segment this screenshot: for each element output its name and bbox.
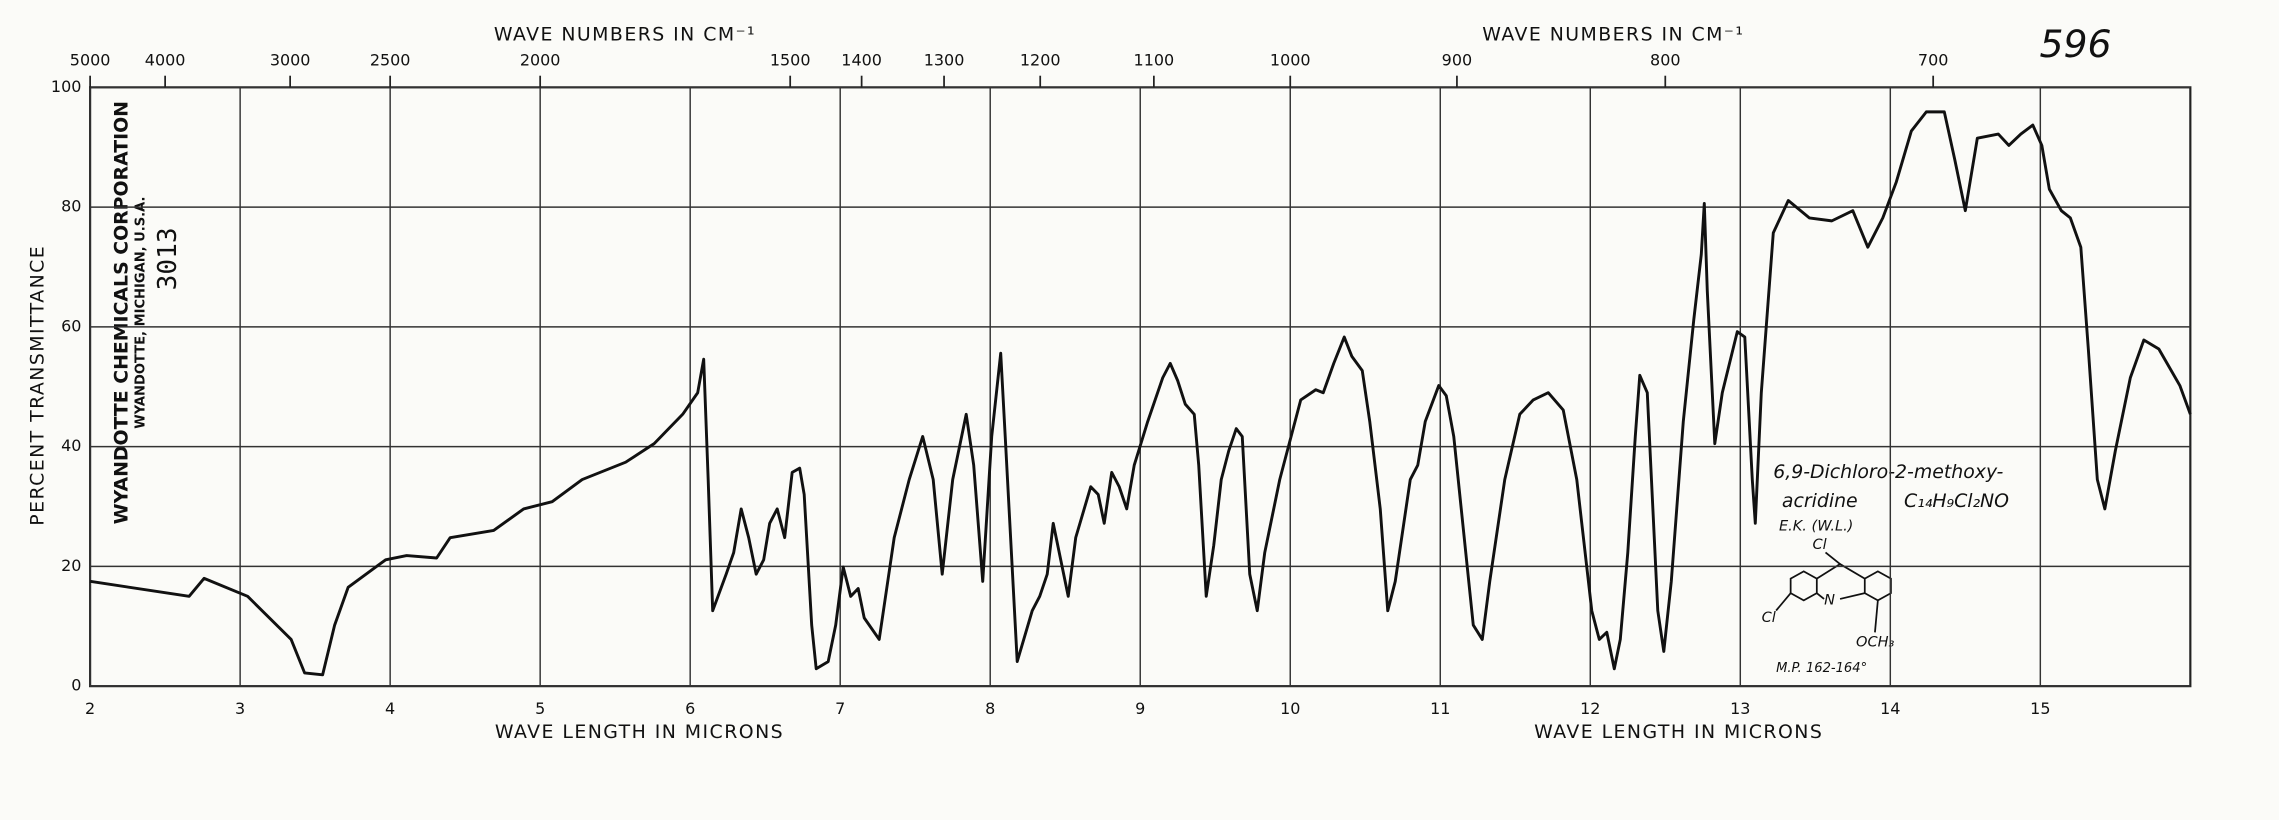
- x-tick-label: 10: [1280, 699, 1300, 718]
- bond: [1839, 592, 1865, 600]
- y-tick-label: 20: [61, 556, 81, 575]
- top-tick-label: 1200: [1020, 51, 1061, 70]
- x-tick-label: 8: [985, 699, 995, 718]
- top-tick-label: 1500: [770, 51, 811, 70]
- company: WYANDOTTE CHEMICALS CORPORATION: [111, 101, 133, 524]
- x-tick-label: 5: [535, 699, 545, 718]
- melting-point: M.P. 162-164°: [1776, 661, 1867, 676]
- x-tick-label: 11: [1430, 699, 1450, 718]
- top-tick-label: 700: [1918, 51, 1948, 70]
- bond: [1816, 592, 1825, 600]
- top-axis-label: WAVE NUMBERS IN CM⁻¹: [494, 24, 756, 46]
- bond: [1874, 600, 1879, 633]
- top-tick-label: 1100: [1134, 51, 1175, 70]
- x-tick-label: 6: [685, 699, 695, 718]
- y-tick-label: 0: [71, 676, 81, 695]
- top-tick-label: 2500: [370, 51, 411, 70]
- x-tick-label: 4: [385, 699, 395, 718]
- y-tick-label: 100: [51, 77, 81, 96]
- x-tick-label: 12: [1580, 699, 1600, 718]
- top-tick-label: 1300: [924, 51, 965, 70]
- group-label: OCH₃: [1856, 635, 1894, 651]
- x-tick-label: 13: [1730, 699, 1750, 718]
- top-tick-label: 900: [1442, 51, 1472, 70]
- bond: [1775, 592, 1792, 612]
- top-tick-label: 3000: [270, 51, 311, 70]
- top-tick-label: 5000: [70, 51, 111, 70]
- atom-label: Cl: [1812, 537, 1826, 553]
- top-tick-label: 800: [1650, 51, 1680, 70]
- atom-label: N: [1824, 592, 1835, 608]
- address: WYANDOTTE, MICHIGAN, U.S.A.: [133, 197, 148, 429]
- top-tick-label: 4000: [145, 51, 186, 70]
- analyst: E.K. (W.L.): [1779, 518, 1853, 534]
- top-tick-label: 2000: [520, 51, 561, 70]
- x-tick-label: 14: [1880, 699, 1900, 718]
- catalog-number: 3013: [153, 227, 183, 290]
- y-axis-label: PERCENT TRANSMITTANCE: [26, 245, 48, 526]
- x-tick-label: 7: [835, 699, 845, 718]
- x-tick-label: 15: [2030, 699, 2050, 718]
- top-tick-label: 1400: [841, 51, 882, 70]
- formula: C₁₄H₉Cl₂NO: [1904, 490, 2009, 512]
- y-tick-label: 60: [61, 316, 81, 335]
- compound-name: 6,9-Dichloro-2-methoxy-: [1773, 461, 2003, 483]
- x-axis-label: WAVE LENGTH IN MICRONS: [495, 721, 784, 743]
- x-axis-label: WAVE LENGTH IN MICRONS: [1534, 721, 1823, 743]
- x-tick-label: 2: [85, 699, 95, 718]
- top-axis-label: WAVE NUMBERS IN CM⁻¹: [1482, 24, 1744, 46]
- y-tick-label: 40: [61, 436, 81, 455]
- top-tick-label: 1000: [1270, 51, 1311, 70]
- y-tick-label: 80: [61, 197, 81, 216]
- bond: [1824, 551, 1841, 565]
- spectrum-line: [89, 110, 2192, 677]
- x-tick-label: 9: [1135, 699, 1145, 718]
- compound-name: acridine: [1782, 490, 1858, 512]
- atom-label: Cl: [1762, 610, 1776, 626]
- chart-title: 596: [2039, 22, 2111, 66]
- x-tick-label: 3: [235, 699, 245, 718]
